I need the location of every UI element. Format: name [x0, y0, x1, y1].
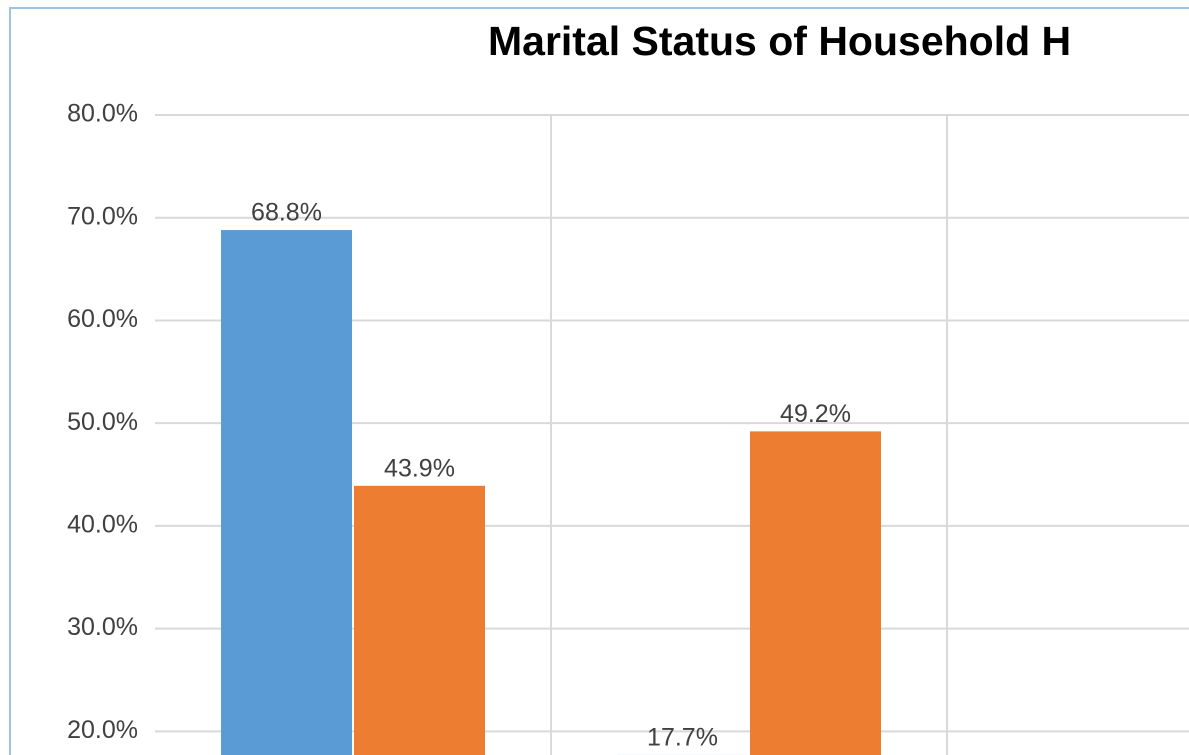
bar [750, 431, 881, 755]
chart-border [9, 7, 1189, 755]
y-tick-label: 40.0% [67, 510, 138, 538]
chart-title: Marital Status of Household H [488, 18, 1071, 64]
y-tick-label: 50.0% [67, 408, 138, 436]
data-label: 49.2% [780, 400, 851, 428]
data-label: 17.7% [647, 724, 718, 752]
y-tick-label: 30.0% [67, 613, 138, 641]
y-tick-label: 80.0% [67, 100, 138, 128]
bar [221, 230, 352, 755]
data-label: 68.8% [251, 199, 322, 227]
bar [354, 485, 485, 755]
y-tick-label: 70.0% [67, 202, 138, 230]
data-label: 43.9% [384, 454, 455, 482]
y-tick-label: 20.0% [67, 716, 138, 744]
y-tick-label: 60.0% [67, 305, 138, 333]
